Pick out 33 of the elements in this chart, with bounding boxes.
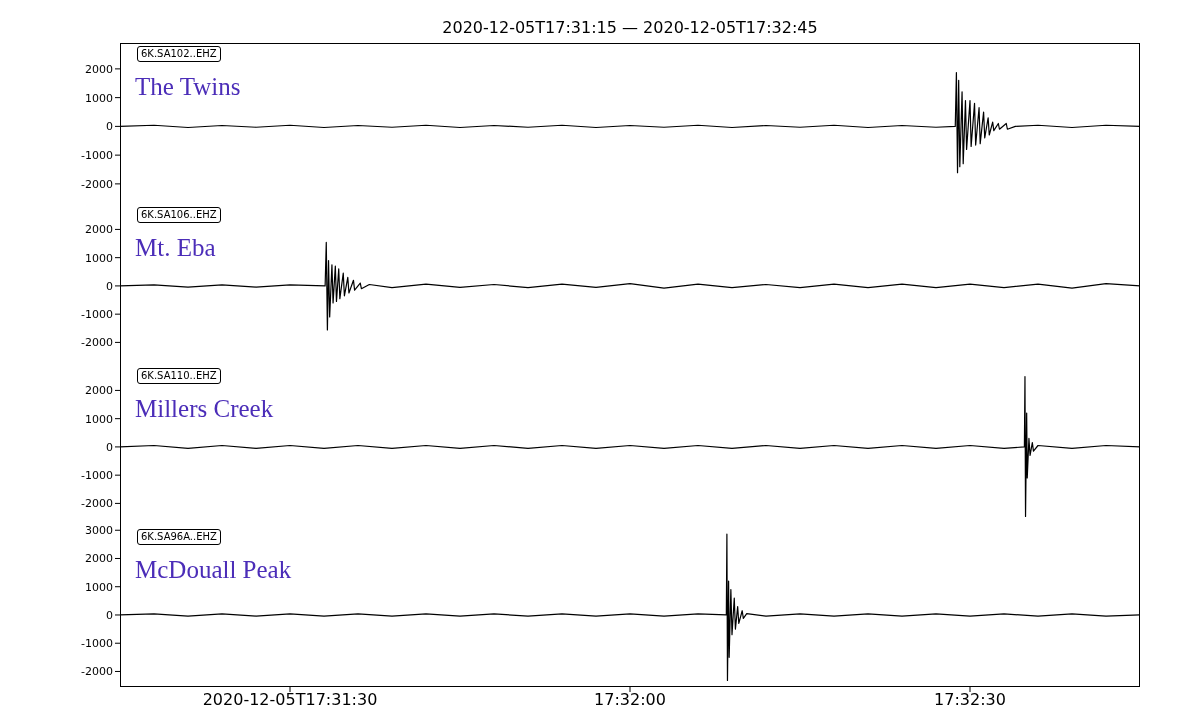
annotation: 6K.SA96A..EHZ — [137, 529, 221, 545]
annotation: 6K.SA106..EHZ — [137, 207, 221, 223]
y-tick-label: -2000 — [81, 497, 113, 511]
y-tick-label: 1000 — [85, 412, 113, 426]
y-tick-label: 3000 — [85, 524, 113, 538]
y-tick-label: 1000 — [85, 91, 113, 105]
x-tick-label: 2020-12-05T17:31:30 — [202, 690, 378, 710]
annotation: Mt. Eba — [135, 234, 216, 262]
x-tick-label: 17:32:30 — [934, 690, 1006, 710]
y-tick-label: 2000 — [85, 223, 113, 237]
y-tick-label: 1000 — [85, 580, 113, 594]
y-tick-label: 2000 — [85, 62, 113, 76]
y-tick-label: 0 — [106, 279, 113, 293]
y-tick-label: -2000 — [81, 336, 113, 350]
y-tick-label: -2000 — [81, 665, 113, 679]
y-tick-label: 1000 — [85, 251, 113, 265]
y-tick-label: 2000 — [85, 384, 113, 398]
x-tick-label: 17:32:00 — [594, 690, 666, 710]
y-tick-label: -1000 — [81, 637, 113, 651]
y-tick-label: 0 — [106, 608, 113, 622]
y-tick-label: -1000 — [81, 469, 113, 483]
y-tick-label: 2000 — [85, 552, 113, 566]
y-tick-label: 0 — [106, 120, 113, 134]
annotation: The Twins — [135, 73, 241, 101]
y-tick-label: -2000 — [81, 177, 113, 191]
chart-title: 2020-12-05T17:31:15 — 2020-12-05T17:32:45 — [441, 18, 819, 37]
y-tick-label: -1000 — [81, 149, 113, 163]
y-tick-label: 0 — [106, 440, 113, 454]
annotation: 6K.SA110..EHZ — [137, 368, 221, 384]
annotation: Millers Creek — [135, 395, 274, 423]
annotation: 6K.SA102..EHZ — [137, 46, 221, 62]
annotation: McDouall Peak — [135, 556, 292, 584]
y-tick-label: -1000 — [81, 308, 113, 322]
